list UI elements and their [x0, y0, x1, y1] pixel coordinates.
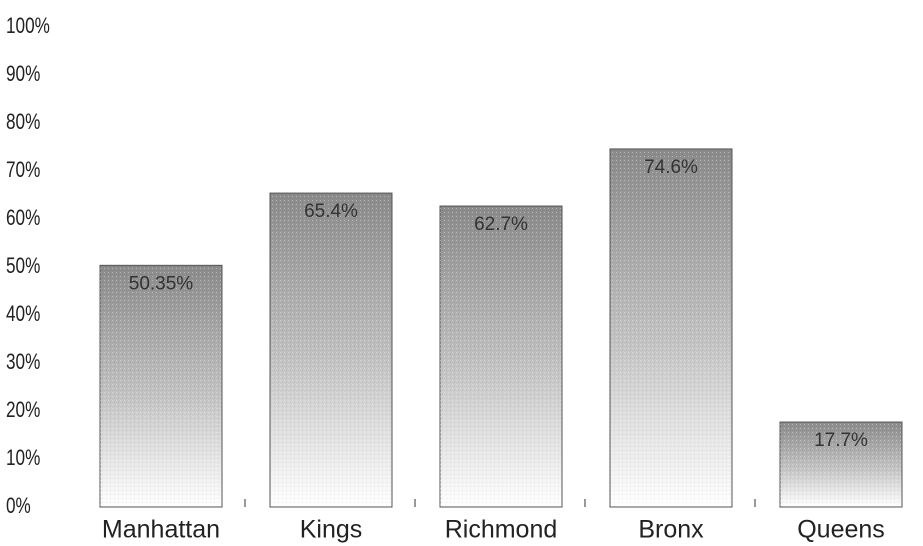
y-tick-label: 60% — [6, 206, 40, 231]
bar-texture — [440, 206, 562, 508]
data-label: 74.6% — [644, 157, 698, 178]
x-tick-label: Richmond — [445, 516, 558, 544]
data-label: 17.7% — [814, 430, 868, 451]
bar-texture — [610, 148, 732, 508]
y-tick-label: 30% — [6, 350, 40, 375]
bar-texture — [780, 422, 902, 507]
y-axis: 0% 10% 20% 30% 40% 50% 60% 70% 80% 90% 100% — [6, 14, 50, 519]
y-tick-label: 20% — [6, 398, 40, 423]
x-tick-label: Manhattan — [102, 516, 220, 544]
bars: 50.35% 65.4% 62.7% 74.6% 17.7% — [99, 148, 903, 508]
y-tick-label: 0% — [6, 494, 31, 519]
x-tick-label: Bronx — [638, 516, 704, 544]
data-label: 65.4% — [304, 201, 358, 222]
bar-texture — [270, 193, 392, 507]
x-axis: Manhattan Kings Richmond Bronx Queens — [102, 499, 885, 544]
y-tick-label: 40% — [6, 302, 40, 327]
y-tick-label: 100% — [6, 14, 50, 39]
y-tick-label: 70% — [6, 158, 40, 183]
y-tick-label: 90% — [6, 62, 40, 87]
bar-texture — [100, 265, 222, 507]
y-tick-label: 10% — [6, 446, 40, 471]
x-tick-label: Kings — [300, 516, 363, 544]
y-tick-label: 50% — [6, 254, 40, 279]
data-label: 62.7% — [474, 214, 528, 235]
x-tick-label: Queens — [797, 516, 885, 544]
y-tick-label: 80% — [6, 110, 40, 135]
data-label: 50.35% — [129, 273, 194, 294]
